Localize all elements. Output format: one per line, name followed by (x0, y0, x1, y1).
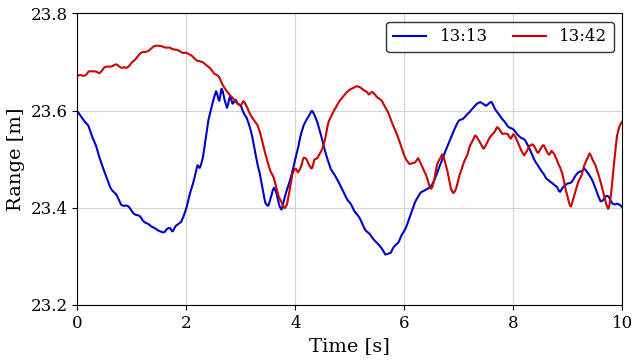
13:42 (369, 90, 377, 95)
13:13 (74, 109, 81, 113)
13:13 (607, 200, 615, 205)
13:42 (619, 119, 627, 123)
13:13 (333, 177, 341, 182)
Legend: 13:13, 13:42: 13:13, 13:42 (386, 22, 614, 52)
13:13 (337, 184, 344, 188)
13:42 (74, 73, 81, 77)
Y-axis label: Range [m]: Range [m] (7, 108, 25, 211)
X-axis label: Time [s]: Time [s] (310, 337, 390, 355)
13:13 (369, 237, 377, 241)
13:13 (218, 87, 225, 91)
13:13 (522, 140, 530, 144)
Line: 13:42: 13:42 (77, 46, 623, 209)
13:13 (619, 205, 627, 210)
Line: 13:13: 13:13 (77, 89, 623, 254)
13:13 (381, 252, 389, 257)
13:42 (333, 102, 341, 107)
13:42 (399, 150, 406, 154)
13:42 (522, 152, 529, 156)
13:13 (400, 229, 408, 233)
13:42 (607, 188, 615, 192)
13:42 (337, 97, 344, 102)
13:42 (604, 207, 612, 211)
13:42 (154, 43, 162, 48)
